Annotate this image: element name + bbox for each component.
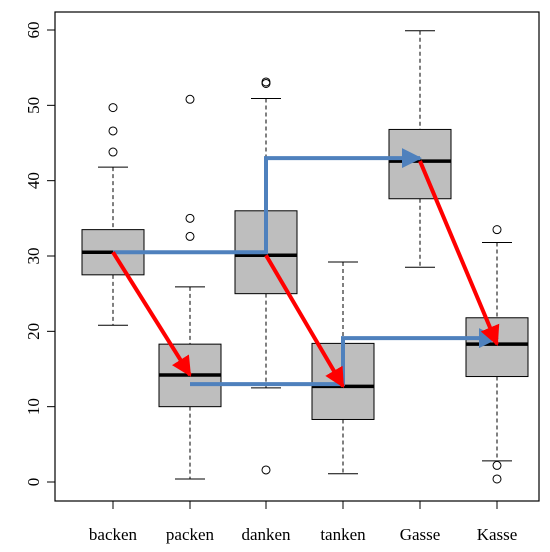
box-iqr (465, 317, 529, 378)
outlier-point (492, 225, 502, 235)
box-Kasse (465, 225, 529, 484)
outlier-point (261, 465, 271, 475)
outlier-point (185, 231, 195, 241)
blue-arrow (113, 148, 422, 255)
outlier-point (185, 94, 195, 104)
x-tick-label: Kasse (477, 525, 518, 544)
y-tick-label: 0 (24, 478, 43, 487)
outlier-point (108, 103, 118, 113)
blue-arrow (190, 328, 499, 387)
x-tick-label: backen (89, 525, 138, 544)
x-axis: backen packen danken tanken Gasse Kasse (89, 500, 518, 544)
y-tick-label: 50 (24, 97, 43, 114)
red-arrow (111, 251, 192, 377)
outlier-point (492, 474, 502, 484)
y-tick-label: 40 (24, 172, 43, 189)
red-arrow (264, 254, 345, 389)
x-tick-label: packen (166, 525, 215, 544)
y-tick-label: 10 (24, 398, 43, 415)
outlier-point (108, 147, 118, 157)
x-tick-label: tanken (320, 525, 366, 544)
y-tick-label: 20 (24, 323, 43, 340)
outlier-point (261, 77, 271, 87)
outlier-point (492, 460, 502, 470)
box-danken (234, 77, 298, 475)
x-tick-label: Gasse (400, 525, 441, 544)
outlier-point (108, 126, 118, 136)
y-tick-label: 30 (24, 248, 43, 265)
outlier-point (185, 213, 195, 223)
box-Gasse (388, 30, 452, 268)
y-tick-label: 60 (24, 22, 43, 39)
box-packen (158, 94, 222, 480)
x-tick-label: danken (241, 525, 291, 544)
box-backen (81, 103, 145, 326)
red-arrow (418, 160, 500, 346)
y-axis: 0 10 20 30 40 50 60 (24, 22, 56, 487)
arrow-group (111, 148, 500, 389)
